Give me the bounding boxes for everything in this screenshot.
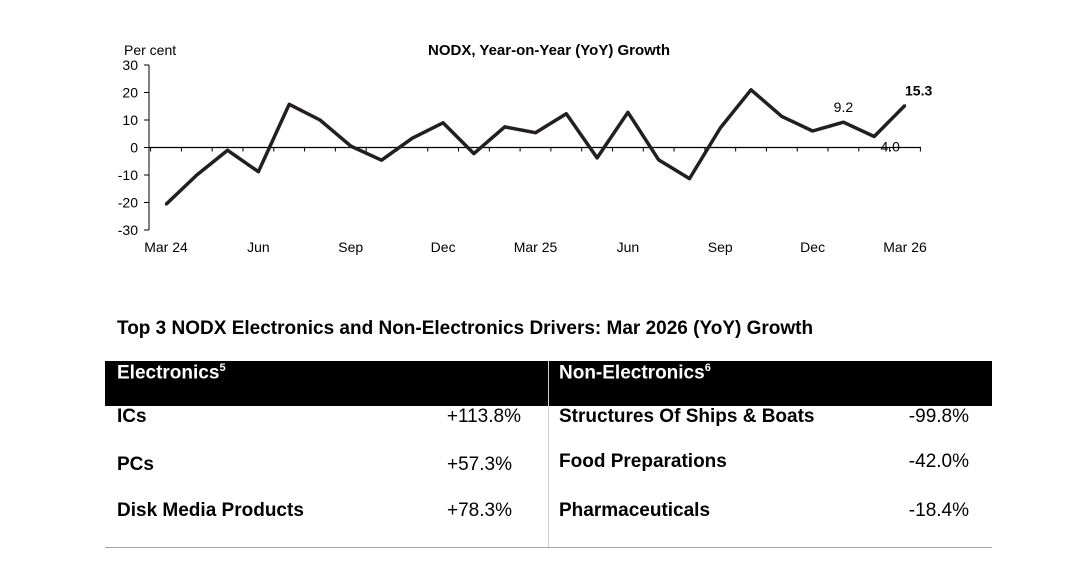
- data-point: [287, 103, 291, 106]
- data-point: [780, 115, 784, 118]
- non-electronics-footnote: 6: [704, 362, 711, 374]
- data-point: [534, 131, 537, 134]
- chart-title: NODX, Year-on-Year (YoY) Growth: [428, 42, 670, 59]
- data-label: 9.2: [834, 99, 854, 115]
- x-tick-label: Mar 26: [883, 239, 927, 255]
- y-tick-label: 30: [122, 57, 138, 73]
- electronics-header: Electronics5: [105, 361, 548, 406]
- data-point: [411, 136, 414, 140]
- data-point: [626, 111, 630, 114]
- drivers-title: Top 3 NODX Electronics and Non-Electroni…: [117, 318, 814, 339]
- x-tick-label: Mar 24: [144, 239, 188, 255]
- data-point: [565, 112, 568, 115]
- driver-name: ICs: [117, 406, 147, 427]
- data-point: [226, 149, 229, 152]
- x-tick-label: Sep: [708, 239, 733, 255]
- electronics-row-disk-media: Disk Media Products +78.3%: [117, 500, 521, 530]
- x-tick-label: Dec: [800, 239, 825, 255]
- data-label: 15.3: [905, 82, 932, 98]
- data-point: [164, 203, 168, 206]
- driver-name: PCs: [117, 454, 154, 475]
- data-point: [657, 158, 660, 162]
- driver-name: Disk Media Products: [117, 500, 304, 521]
- driver-value: -99.8%: [908, 406, 969, 427]
- y-tick-label: 10: [122, 112, 138, 128]
- data-point: [349, 144, 352, 148]
- data-point: [195, 173, 198, 177]
- y-tick-label: 0: [130, 140, 138, 156]
- electronics-footnote: 5: [219, 362, 226, 374]
- data-point: [688, 177, 691, 180]
- non-electronics-header: Non-Electronics6: [549, 361, 992, 406]
- non-electronics-row-pharma: Pharmaceuticals -18.4%: [559, 500, 969, 530]
- data-point: [903, 104, 907, 107]
- x-tick-label: Jun: [617, 239, 640, 255]
- non-electronics-header-label: Non-Electronics: [559, 362, 705, 384]
- data-point: [842, 121, 845, 124]
- y-axis-label: Per cent: [124, 42, 176, 58]
- data-label: 4.0: [880, 139, 900, 155]
- driver-name: Pharmaceuticals: [559, 500, 711, 521]
- data-point: [380, 158, 383, 162]
- data-point: [503, 125, 506, 129]
- x-tick-label: Mar 25: [514, 239, 558, 255]
- data-point: [719, 126, 722, 130]
- driver-name: Structures Of Ships & Boats: [559, 406, 815, 427]
- data-point: [873, 135, 876, 138]
- driver-name: Food Preparations: [559, 451, 727, 472]
- data-point: [811, 129, 814, 133]
- driver-value: +113.8%: [446, 406, 521, 427]
- non-electronics-row-ships: Structures Of Ships & Boats -99.8%: [559, 406, 969, 436]
- data-point: [318, 118, 322, 122]
- y-tick-label: 20: [122, 85, 138, 101]
- driver-value: +78.3%: [447, 500, 512, 521]
- y-tick-label: -10: [118, 167, 138, 183]
- y-tick-label: -20: [118, 195, 138, 211]
- x-tick-label: Dec: [431, 239, 456, 255]
- electronics-header-label: Electronics: [117, 362, 220, 384]
- data-point: [749, 88, 753, 91]
- x-tick-label: Sep: [338, 239, 363, 255]
- electronics-row-ics: ICs +113.8%: [117, 406, 521, 436]
- nodx-yoy-line-chart: NODX, Year-on-Year (YoY) Growth Per cent3…: [118, 42, 933, 255]
- data-point: [595, 156, 599, 160]
- driver-value: -42.0%: [908, 451, 969, 472]
- data-point: [441, 121, 445, 124]
- non-electronics-row-food: Food Preparations -42.0%: [559, 451, 969, 481]
- driver-value: +57.3%: [447, 454, 512, 475]
- data-point: [472, 152, 476, 155]
- y-tick-label: -30: [118, 222, 138, 238]
- x-tick-label: Jun: [247, 239, 270, 255]
- drivers-table: Electronics5 Non-Electronics6 ICs +113.8…: [105, 361, 992, 548]
- driver-value: -18.4%: [908, 500, 969, 521]
- electronics-row-pcs: PCs +57.3%: [117, 454, 521, 484]
- data-point: [257, 170, 260, 173]
- column-divider: [548, 361, 549, 547]
